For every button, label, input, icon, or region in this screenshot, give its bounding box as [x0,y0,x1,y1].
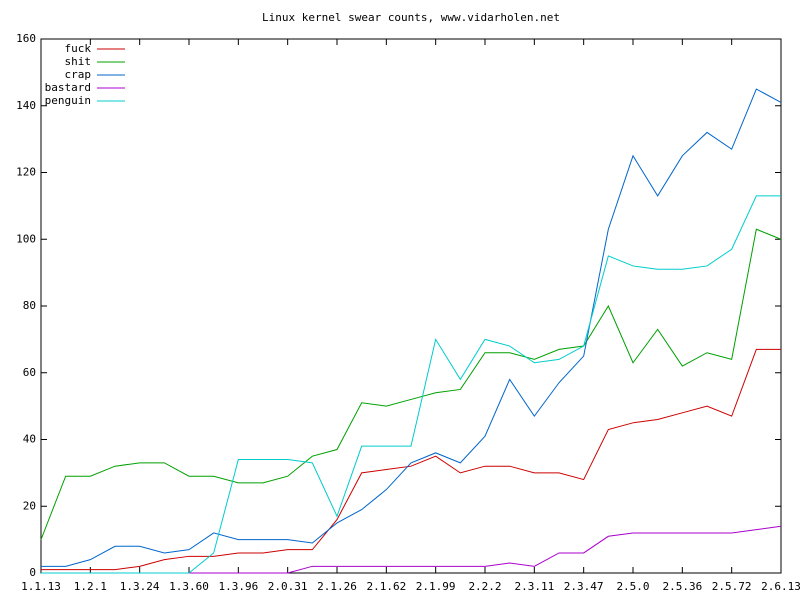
line-series [41,88,782,567]
x-tick-label: 2.1.62 [366,580,406,593]
x-tick-label: 1.3.24 [120,580,160,593]
legend-label: fuck [65,42,92,55]
x-tick-label: 2.1.99 [416,580,456,593]
x-tick-label: 1.2.1 [74,580,107,593]
y-tick-label: 140 [16,99,36,112]
x-tick-label: 2.6.13 [761,580,800,593]
y-tick-label: 120 [16,166,36,179]
x-tick-label: 2.5.0 [616,580,649,593]
y-tick-label: 100 [16,232,36,245]
y-tick-label: 80 [23,299,36,312]
line-series [40,228,782,540]
y-tick-label: 40 [23,433,36,446]
line-series [41,195,781,574]
x-tick-label: 1.3.60 [169,580,209,593]
x-tick-label: 2.3.11 [514,580,554,593]
legend-label: crap [65,68,92,81]
x-tick-label: 1.3.96 [218,580,258,593]
x-tick-label: 2.5.36 [662,580,702,593]
x-tick-label: 2.3.47 [564,580,604,593]
legend-label: bastard [45,81,91,94]
x-tick-label: 2.1.26 [317,580,357,593]
x-tick-label: 1.1.13 [21,580,61,593]
line-series [41,348,781,571]
y-tick-label: 0 [29,566,36,579]
y-tick-label: 20 [23,499,36,512]
legend-label: shit [65,55,92,68]
legend-label: penguin [45,94,91,107]
y-tick-label: 160 [16,32,36,45]
x-tick-label: 2.5.72 [712,580,752,593]
x-tick-label: 2.2.2 [468,580,501,593]
x-tick-label: 2.0.31 [268,580,308,593]
chart-title: Linux kernel swear counts, www.vidarhole… [262,11,560,24]
y-tick-label: 60 [23,366,36,379]
